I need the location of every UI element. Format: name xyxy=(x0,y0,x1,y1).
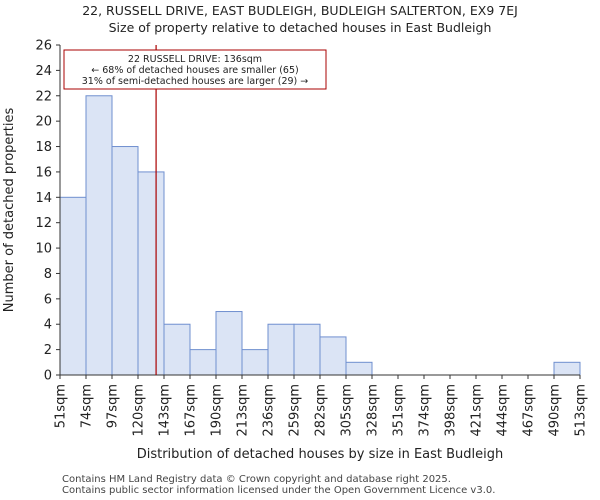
x-tick-label: 120sqm xyxy=(132,384,147,437)
y-tick-label: 10 xyxy=(35,242,52,257)
x-tick-label: 467sqm xyxy=(522,384,537,437)
chart-title: 22, RUSSELL DRIVE, EAST BUDLEIGH, BUDLEI… xyxy=(82,3,518,18)
y-tick-label: 2 xyxy=(44,343,52,358)
x-tick-label: 213sqm xyxy=(236,384,251,437)
x-tick-label: 190sqm xyxy=(210,384,225,437)
x-tick-label: 513sqm xyxy=(574,384,589,437)
x-tick-label: 282sqm xyxy=(314,384,329,437)
histogram-bar xyxy=(241,349,269,376)
x-tick-label: 51sqm xyxy=(54,384,69,428)
chart-subtitle: Size of property relative to detached ho… xyxy=(108,20,492,35)
x-tick-label: 305sqm xyxy=(340,384,355,437)
x-axis-label: Distribution of detached houses by size … xyxy=(137,447,504,462)
histogram-bar xyxy=(85,95,113,376)
histogram-bar xyxy=(137,171,165,376)
x-tick-label: 259sqm xyxy=(288,384,303,437)
y-tick-label: 8 xyxy=(44,267,52,282)
annotation-box xyxy=(63,49,327,90)
y-tick-label: 20 xyxy=(35,115,52,130)
histogram-bar xyxy=(215,311,243,376)
histogram-bar xyxy=(163,323,191,376)
x-tick-label: 374sqm xyxy=(418,384,433,437)
x-tick-label: 398sqm xyxy=(444,384,459,437)
histogram-bar xyxy=(319,336,347,376)
annotation-text: ← 68% of detached houses are smaller (65… xyxy=(91,65,298,76)
histogram-bar xyxy=(59,196,87,376)
y-tick-label: 24 xyxy=(35,64,52,79)
x-tick-label: 167sqm xyxy=(184,384,199,437)
x-tick-label: 490sqm xyxy=(548,384,563,437)
y-tick-label: 18 xyxy=(35,140,52,155)
y-tick-label: 22 xyxy=(35,89,52,104)
y-tick-label: 12 xyxy=(35,216,52,231)
y-tick-label: 16 xyxy=(35,165,52,180)
x-tick-label: 236sqm xyxy=(262,384,277,437)
annotation-text: 22 RUSSELL DRIVE: 136sqm xyxy=(128,54,262,65)
x-tick-label: 421sqm xyxy=(470,384,485,437)
histogram-bar xyxy=(111,146,139,376)
x-tick-label: 444sqm xyxy=(496,384,511,437)
footer-copyright: Contains HM Land Registry data © Crown c… xyxy=(62,474,451,485)
annotation-text: 31% of semi-detached houses are larger (… xyxy=(82,76,309,87)
x-tick-label: 351sqm xyxy=(392,384,407,437)
y-tick-label: 26 xyxy=(35,39,52,54)
y-tick-label: 0 xyxy=(44,369,52,384)
x-tick-label: 328sqm xyxy=(366,384,381,437)
histogram-bar xyxy=(267,323,295,376)
x-tick-label: 143sqm xyxy=(158,384,173,437)
y-axis-label: Number of detached properties xyxy=(2,108,17,313)
x-tick-label: 74sqm xyxy=(80,384,95,428)
y-tick-label: 4 xyxy=(44,318,52,333)
x-tick-label: 97sqm xyxy=(106,384,121,428)
y-tick-label: 14 xyxy=(35,191,52,206)
histogram-bar xyxy=(189,349,217,376)
histogram-bar xyxy=(293,323,321,376)
histogram-bar xyxy=(345,361,373,376)
histogram-bar xyxy=(553,361,581,376)
y-tick-label: 6 xyxy=(44,292,52,307)
footer-licence: Contains public sector information licen… xyxy=(62,485,496,496)
